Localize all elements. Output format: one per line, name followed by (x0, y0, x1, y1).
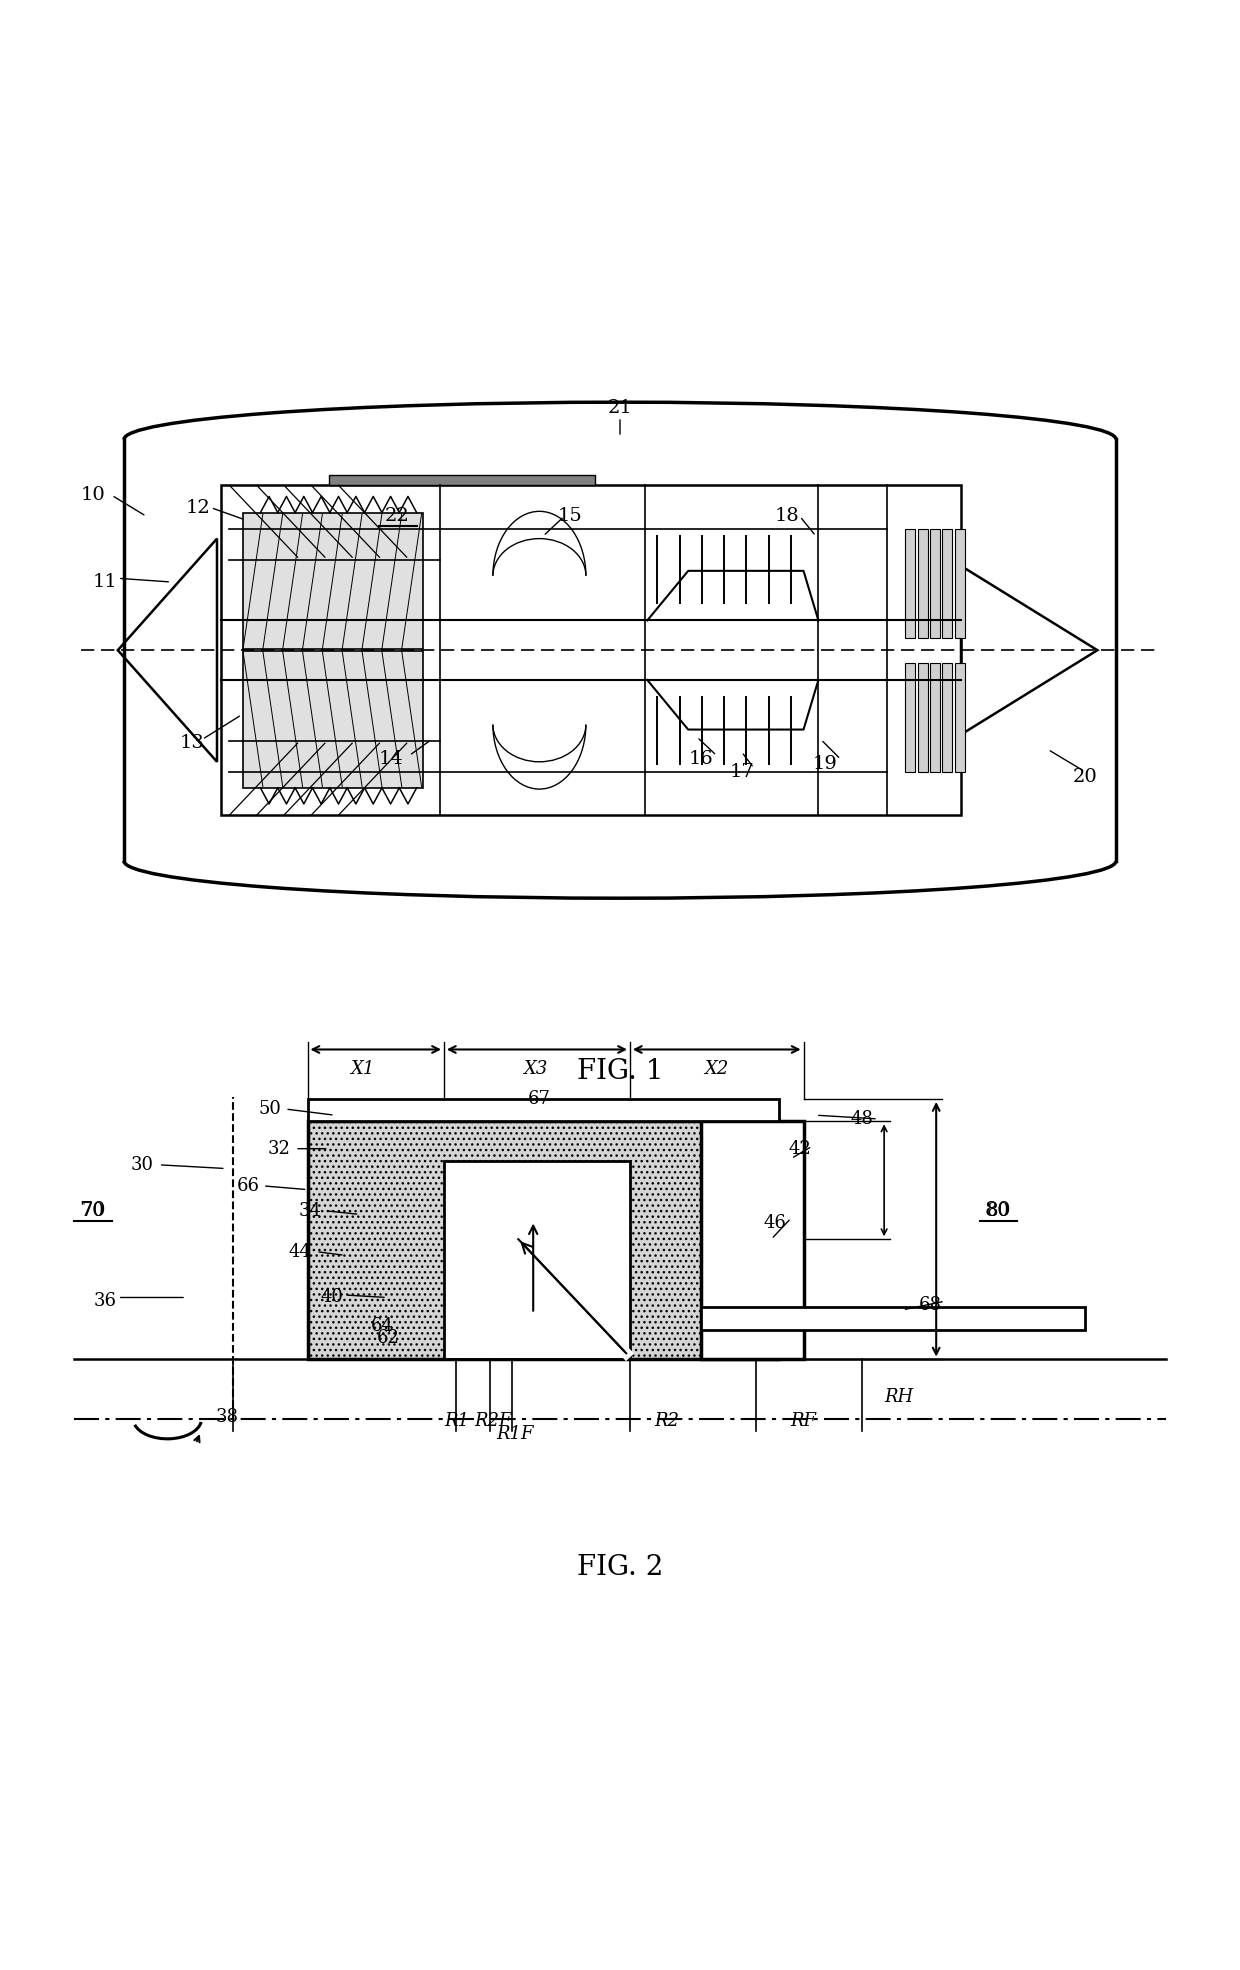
Text: 40: 40 (321, 1288, 343, 1306)
Text: 80: 80 (985, 1202, 1012, 1219)
Text: R1: R1 (444, 1412, 469, 1430)
Text: 67: 67 (528, 1089, 551, 1107)
Text: R2F: R2F (475, 1412, 512, 1430)
Text: 46: 46 (764, 1214, 786, 1231)
Bar (930, 528, 940, 638)
Bar (955, 662, 965, 772)
Text: X2: X2 (704, 1060, 729, 1078)
Text: 20: 20 (1073, 768, 1097, 786)
Text: 13: 13 (180, 735, 205, 753)
Text: FIG. 2: FIG. 2 (577, 1554, 663, 1582)
Bar (918, 662, 928, 772)
Text: X3: X3 (523, 1060, 548, 1078)
Bar (308, 1099, 779, 1121)
Text: 42: 42 (789, 1141, 811, 1158)
Bar (905, 662, 915, 772)
Bar (942, 528, 952, 638)
Text: 50: 50 (259, 1099, 281, 1119)
Text: 36: 36 (94, 1292, 117, 1310)
Text: 12: 12 (186, 498, 211, 516)
Text: 70: 70 (79, 1202, 107, 1219)
Text: 10: 10 (81, 487, 105, 504)
Bar (308, 1121, 779, 1359)
Text: X1: X1 (350, 1060, 374, 1078)
Text: 16: 16 (688, 751, 713, 768)
Text: 14: 14 (378, 751, 403, 768)
Text: 17: 17 (729, 762, 754, 780)
Text: 62: 62 (377, 1330, 399, 1347)
Text: FIG. 1: FIG. 1 (577, 1058, 663, 1085)
Text: 64: 64 (371, 1318, 393, 1336)
Bar (221, 485, 961, 816)
Text: RF: RF (791, 1412, 816, 1430)
Text: 30: 30 (131, 1156, 154, 1174)
Text: 18: 18 (775, 508, 800, 526)
Bar (930, 662, 940, 772)
Text: 70: 70 (82, 1202, 104, 1219)
Text: 22: 22 (384, 508, 409, 526)
Text: 15: 15 (558, 508, 583, 526)
Text: 48: 48 (851, 1109, 873, 1129)
Bar (918, 528, 928, 638)
Bar (444, 1160, 630, 1359)
Text: 68: 68 (919, 1296, 941, 1314)
Text: R1F: R1F (496, 1424, 533, 1442)
Text: 21: 21 (608, 400, 632, 418)
Text: 32: 32 (268, 1141, 290, 1158)
Bar (905, 528, 915, 638)
Text: 19: 19 (812, 755, 837, 774)
Text: 66: 66 (237, 1176, 259, 1196)
Text: 44: 44 (289, 1243, 311, 1261)
Bar (955, 528, 965, 638)
Bar (243, 652, 423, 788)
Text: 38: 38 (216, 1407, 238, 1426)
Text: 80: 80 (987, 1202, 1009, 1219)
Bar (329, 475, 595, 485)
Bar (942, 662, 952, 772)
Text: RH: RH (884, 1387, 914, 1407)
Text: 11: 11 (93, 573, 118, 591)
Bar (701, 1308, 1085, 1330)
Bar (701, 1121, 804, 1359)
Text: 34: 34 (299, 1202, 321, 1219)
Text: R2: R2 (655, 1412, 680, 1430)
Bar (243, 512, 423, 648)
